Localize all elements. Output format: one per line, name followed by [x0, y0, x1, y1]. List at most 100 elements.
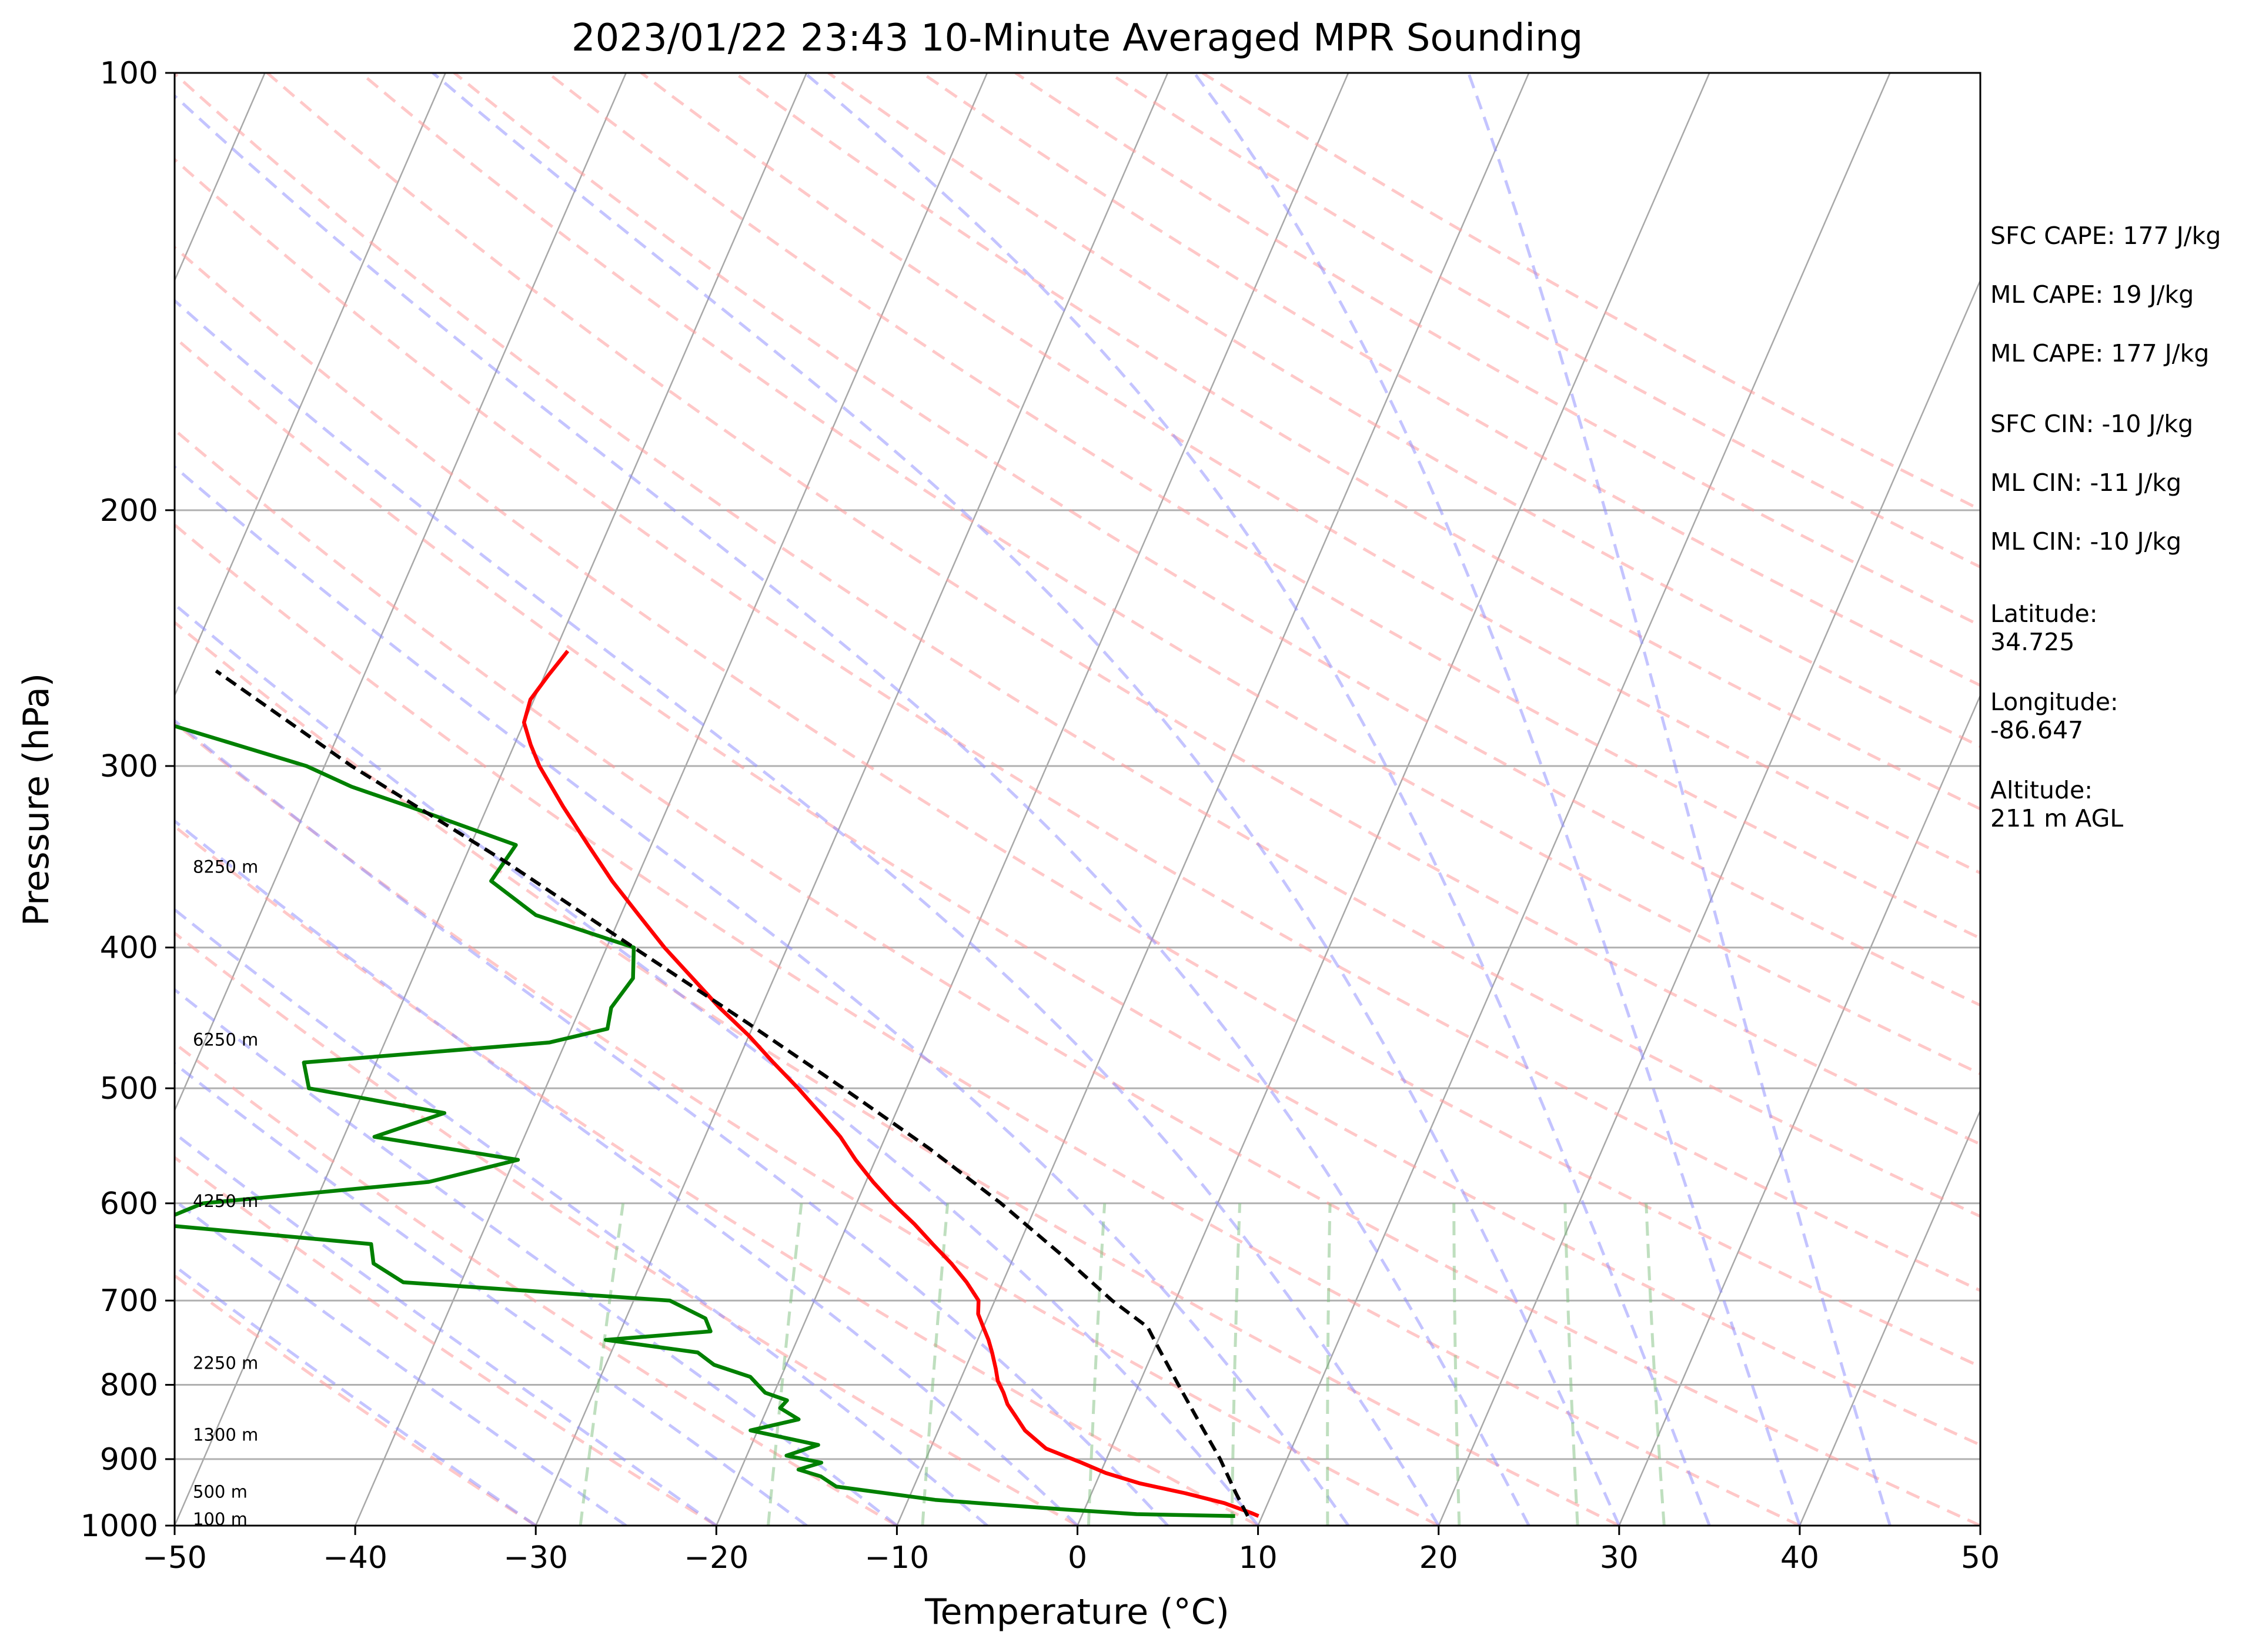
longitude-label: Longitude: — [1990, 688, 2118, 716]
dry-adiabat-line — [1108, 73, 1980, 569]
dry-adiabat-line — [175, 523, 1800, 1526]
moist-adiabat-line — [803, 73, 1711, 1526]
moist-adiabat-line — [175, 908, 988, 1526]
x-tick-label: −20 — [684, 1540, 748, 1576]
chart-title: 2023/01/22 23:43 10-Minute Averaged MPR … — [572, 16, 1583, 60]
x-tick-label: −30 — [503, 1540, 568, 1576]
moist-adiabat-line — [175, 464, 1350, 1526]
mixing-ratio-line — [1563, 1203, 1579, 1526]
dry-adiabat-line — [175, 1041, 898, 1526]
y-tick-label: 200 — [100, 493, 158, 529]
height-label: 8250 m — [193, 857, 258, 877]
sfc-cin-label: SFC CIN: -10 J/kg — [1990, 410, 2193, 438]
x-tick-label: −10 — [865, 1540, 930, 1576]
dry-adiabat-line — [175, 157, 1980, 1292]
y-tick-label: 300 — [100, 749, 158, 784]
mixing-ratio-line — [579, 1203, 625, 1526]
x-tick-label: 30 — [1600, 1540, 1639, 1576]
altitude-value: 211 m AGL — [1990, 804, 2123, 832]
dry-adiabat-line — [734, 73, 1980, 811]
y-tick-label: 900 — [100, 1442, 158, 1477]
y-axis-label: Pressure (hPa) — [16, 673, 57, 926]
isotherm-line — [175, 73, 446, 698]
height-label: 4250 m — [193, 1191, 258, 1211]
y-tick-label: 700 — [100, 1283, 158, 1319]
height-label: 100 m — [193, 1509, 248, 1529]
dry-adiabat-line — [640, 73, 1980, 875]
moist-adiabat-line — [175, 602, 1259, 1526]
side-info-panel: SFC CAPE: 177 J/kg ML CAPE: 19 J/kg ML C… — [1990, 222, 2221, 832]
ml-cape-label: ML CAPE: 19 J/kg — [1990, 280, 2194, 309]
y-tick-label: 800 — [100, 1368, 158, 1403]
dry-adiabat-line — [547, 73, 1980, 940]
moist-adiabat-line — [1467, 73, 1892, 1526]
dry-adiabat-line — [453, 73, 1980, 1007]
moist-adiabat-line — [175, 93, 1530, 1526]
dry-adiabat-line — [175, 620, 1620, 1526]
height-label: 1300 m — [193, 1425, 258, 1445]
ml-cin-label-2: ML CIN: -10 J/kg — [1990, 527, 2181, 556]
isotherm-line — [1257, 73, 1891, 1526]
sfc-cape-label: SFC CAPE: 177 J/kg — [1990, 222, 2221, 250]
x-tick-label: 10 — [1239, 1540, 1278, 1576]
plot-background — [175, 73, 1980, 1526]
height-label: 6250 m — [193, 1030, 258, 1050]
isotherm-line — [896, 73, 1530, 1526]
ml-cape-label-2: ML CAPE: 177 J/kg — [1990, 339, 2209, 367]
moist-adiabat-line — [1193, 73, 1802, 1526]
height-label: 2250 m — [193, 1353, 258, 1373]
dry-adiabat-line — [359, 73, 1980, 1076]
latitude-value: 34.725 — [1990, 628, 2074, 656]
altitude-label: Altitude: — [1990, 776, 2093, 804]
dry-adiabat-line — [1201, 73, 1980, 511]
mixing-ratio-line — [1230, 1203, 1242, 1526]
height-label-layer: 100 m 500 m 1300 m 2250 m 4250 m 6250 m 8250 m — [193, 857, 258, 1530]
dry-adiabat-line — [1014, 73, 1980, 627]
y-tick-label: 600 — [100, 1186, 158, 1222]
x-tick-label: −50 — [142, 1540, 207, 1576]
isotherm-line — [175, 73, 627, 1113]
isotherm-line — [1618, 693, 1980, 1526]
dry-adiabat-line — [175, 1273, 537, 1526]
x-tick-label: 0 — [1068, 1540, 1087, 1576]
isotherm-line — [175, 73, 807, 1526]
x-axis-label: Temperature (°C) — [924, 1591, 1229, 1633]
profile-line-layer — [175, 650, 1259, 1519]
dry-adiabat-line — [175, 335, 1980, 1447]
longitude-value: -86.647 — [1990, 716, 2083, 744]
x-tick-label: −40 — [323, 1540, 387, 1576]
y-tick-label: 500 — [100, 1071, 158, 1106]
background-line-layer — [175, 73, 1980, 1526]
dewpoint-profile-line — [175, 724, 1235, 1519]
x-tick-label: 40 — [1780, 1540, 1819, 1576]
height-label: 500 m — [193, 1482, 248, 1502]
y-tick-label: 100 — [100, 56, 158, 91]
dry-adiabat-line — [175, 931, 1078, 1526]
y-tick-label: 1000 — [81, 1509, 158, 1544]
dry-adiabat-line — [175, 73, 1980, 1218]
dry-adiabat-line — [175, 245, 1980, 1369]
moist-adiabat-line — [175, 718, 1169, 1526]
x-tick-label: 20 — [1419, 1540, 1458, 1576]
isotherm-line — [1438, 278, 1980, 1526]
isotherm-line — [1799, 1108, 1980, 1526]
mixing-ratio-line — [767, 1203, 803, 1526]
dry-adiabat-line — [175, 427, 1980, 1526]
ml-cin-label: ML CIN: -11 J/kg — [1990, 469, 2181, 497]
axis-tick-layer: −50 −40 −30 −20 −10 0 10 20 30 40 50 100 200 300 400 50… — [81, 56, 2000, 1576]
dry-adiabat-line — [266, 73, 1980, 1146]
mixing-ratio-line — [1087, 1203, 1107, 1526]
mixing-ratio-line — [1645, 1203, 1666, 1526]
latitude-label: Latitude: — [1990, 600, 2098, 628]
isotherm-line — [535, 73, 1169, 1526]
temperature-profile-line — [522, 650, 1259, 1518]
isotherm-line — [716, 73, 1349, 1526]
x-tick-label: 50 — [1961, 1540, 2000, 1576]
y-tick-label: 400 — [100, 931, 158, 966]
mixing-ratio-line — [1452, 1203, 1461, 1526]
isotherm-line — [1077, 73, 1710, 1526]
parcel-path-line — [215, 669, 1249, 1517]
mixing-ratio-line — [1326, 1203, 1332, 1526]
moist-adiabat-line — [175, 299, 1440, 1526]
